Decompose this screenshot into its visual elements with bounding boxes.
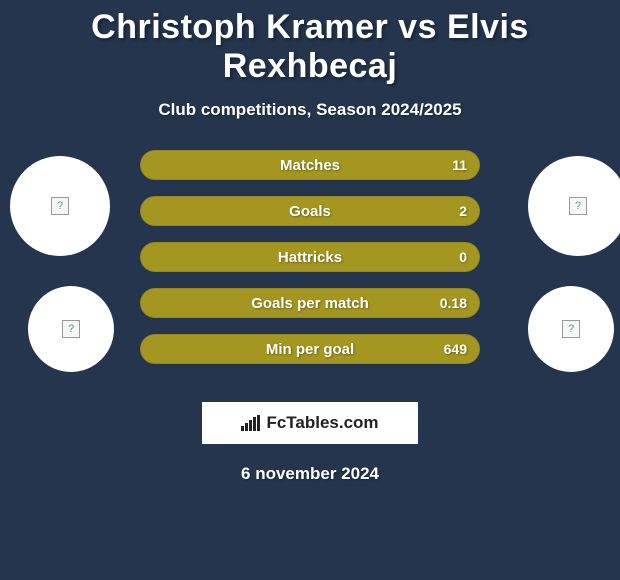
source-logo: FcTables.com bbox=[202, 402, 418, 444]
stat-value: 0.18 bbox=[440, 295, 467, 311]
broken-image-icon: ? bbox=[569, 197, 587, 215]
stat-value: 0 bbox=[459, 249, 467, 265]
stat-row: Matches11 bbox=[140, 150, 480, 180]
stat-label: Hattricks bbox=[141, 249, 479, 266]
player1-club-avatar: ? bbox=[28, 286, 114, 372]
stat-row: Min per goal649 bbox=[140, 334, 480, 364]
stat-label: Min per goal bbox=[141, 341, 479, 358]
date-text: 6 november 2024 bbox=[0, 464, 620, 484]
stat-row: Goals2 bbox=[140, 196, 480, 226]
stats-block: Matches11 Goals2 Hattricks0 Goals per match… bbox=[140, 150, 480, 380]
stat-label: Goals per match bbox=[141, 295, 479, 312]
broken-image-icon: ? bbox=[62, 320, 80, 338]
page-title: Christoph Kramer vs Elvis Rexhbecaj bbox=[0, 0, 620, 86]
comparison-area: ? ? ? ? Matches11 Goals2 Hattricks0 Goals p… bbox=[0, 150, 620, 390]
player2-club-avatar: ? bbox=[528, 286, 614, 372]
stat-row: Hattricks0 bbox=[140, 242, 480, 272]
player1-avatar: ? bbox=[10, 156, 110, 256]
stat-label: Matches bbox=[141, 157, 479, 174]
logo-text: FcTables.com bbox=[266, 413, 378, 433]
stat-value: 2 bbox=[459, 203, 467, 219]
subtitle: Club competitions, Season 2024/2025 bbox=[0, 100, 620, 120]
stat-value: 11 bbox=[452, 157, 467, 173]
vs-text: vs bbox=[398, 8, 437, 46]
player2-avatar: ? bbox=[528, 156, 620, 256]
stat-value: 649 bbox=[444, 341, 467, 357]
bar-chart-icon bbox=[241, 415, 260, 431]
stat-label: Goals bbox=[141, 203, 479, 220]
broken-image-icon: ? bbox=[51, 197, 69, 215]
broken-image-icon: ? bbox=[562, 320, 580, 338]
stat-row: Goals per match0.18 bbox=[140, 288, 480, 318]
player1-name: Christoph Kramer bbox=[91, 8, 388, 46]
